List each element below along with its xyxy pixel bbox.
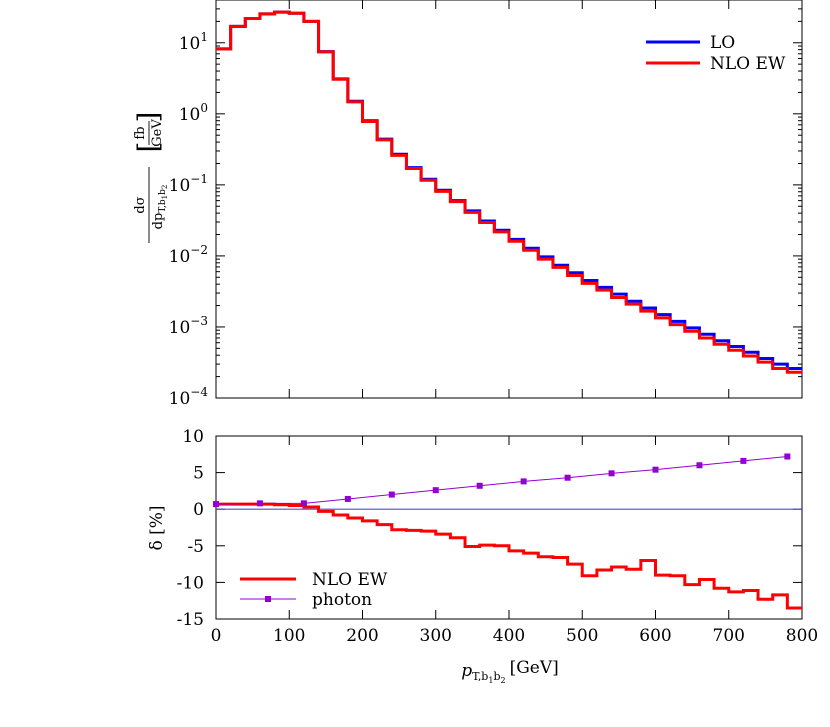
upper-series xyxy=(216,10,802,374)
svg-text:[: [ xyxy=(132,142,165,153)
lower-y-tick-label: -15 xyxy=(177,610,204,630)
x-tick-label: 400 xyxy=(493,626,525,646)
lower-panel: 10 5 0 -5 -10 -15 0 100 200 300 400 500 600 700 800 δ… xyxy=(147,427,818,685)
x-tick-label: 800 xyxy=(786,626,818,646)
lower-tick-marks xyxy=(215,435,803,620)
svg-text:]: ] xyxy=(132,112,165,123)
upper-y-tick-label: 10−2 xyxy=(169,243,208,267)
lower-y-tick-label: 10 xyxy=(182,427,204,447)
upper-y-tick-label: 10−1 xyxy=(169,172,208,196)
photon-point xyxy=(476,482,483,489)
photon-point xyxy=(652,466,659,473)
photon-point xyxy=(564,474,571,481)
photon-point xyxy=(300,500,307,507)
lower-y-axis-label: δ [%] xyxy=(147,505,167,550)
upper-y-tick-label: 100 xyxy=(179,101,208,125)
upper-y-tick-label: 10−3 xyxy=(169,314,208,338)
upper-panel: 10−4 10−3 10−2 10−1 100 101 dσ dpT,b1b2 [ fb … xyxy=(132,0,803,409)
lower-series xyxy=(213,453,802,610)
photon-point xyxy=(213,501,219,508)
upper-y-tick-label: 10−4 xyxy=(169,385,209,409)
x-tick-labels: 0 100 200 300 400 500 600 700 800 xyxy=(211,626,819,646)
photon-point xyxy=(696,462,703,469)
svg-text:NLO EW: NLO EW xyxy=(710,54,786,74)
x-axis-label: pT,b1b2[GeV] xyxy=(461,658,559,685)
x-tick-label: 500 xyxy=(566,626,598,646)
upper-y-tick-label: 101 xyxy=(179,30,208,54)
svg-text:photon: photon xyxy=(312,590,372,610)
legend-entry-photon: photon xyxy=(240,590,372,610)
series-photon-line xyxy=(215,455,788,505)
legend-entry-nlo-ew-lower: NLO EW xyxy=(240,570,388,590)
x-tick-label: 600 xyxy=(639,626,671,646)
x-tick-label: 100 xyxy=(273,626,305,646)
photon-point xyxy=(432,487,439,494)
photon-point xyxy=(520,478,527,485)
photon-point xyxy=(256,500,263,507)
photon-point xyxy=(608,470,615,477)
series-nlo-ew-lower xyxy=(216,502,802,610)
x-tick-label: 300 xyxy=(420,626,452,646)
photon-point xyxy=(344,495,351,502)
legend-entry-nlo-ew: NLO EW xyxy=(646,54,786,74)
svg-text:LO: LO xyxy=(710,33,735,53)
lower-y-tick-label: -5 xyxy=(187,537,204,557)
svg-text:NLO EW: NLO EW xyxy=(312,570,388,590)
x-tick-label: 700 xyxy=(713,626,745,646)
lower-y-tick-label: 5 xyxy=(193,464,204,484)
upper-legend: LO NLO EW xyxy=(646,33,786,74)
photon-point xyxy=(784,453,791,460)
svg-text:fb: fb xyxy=(133,126,148,139)
upper-y-tick-labels: 10−4 10−3 10−2 10−1 100 101 xyxy=(169,30,209,409)
svg-text:GeV: GeV xyxy=(150,119,165,147)
x-tick-label: 0 xyxy=(211,626,222,646)
series-nlo-ew-upper xyxy=(216,10,802,374)
upper-tick-marks xyxy=(215,0,803,399)
svg-text:dpT,b1b2: dpT,b1b2 xyxy=(151,185,169,230)
lower-y-tick-label: 0 xyxy=(193,500,204,520)
legend-entry-lo: LO xyxy=(646,33,735,53)
lower-y-tick-label: -10 xyxy=(177,573,204,593)
lower-legend: NLO EW photon xyxy=(240,570,388,610)
x-tick-label: 200 xyxy=(346,626,378,646)
photon-point xyxy=(740,457,747,464)
photon-point xyxy=(388,491,395,498)
lower-y-tick-labels: 10 5 0 -5 -10 -15 xyxy=(177,427,204,630)
svg-text:dσ: dσ xyxy=(133,196,148,213)
upper-y-axis-label: dσ dpT,b1b2 [ fb GeV ] xyxy=(132,112,169,243)
